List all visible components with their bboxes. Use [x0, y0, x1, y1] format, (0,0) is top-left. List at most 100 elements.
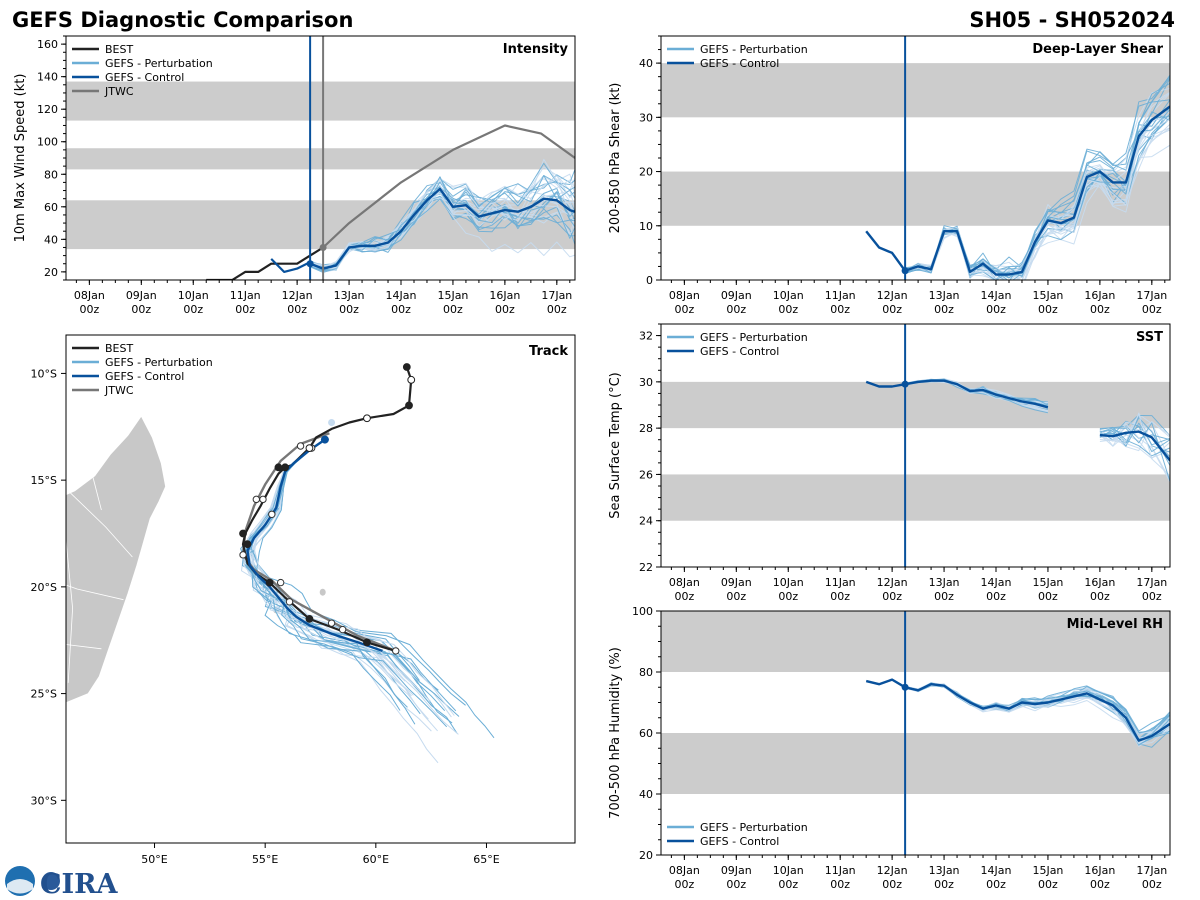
x-tick-day: 15Jan: [1032, 576, 1063, 589]
y-tick-label: 22: [639, 561, 653, 574]
x-tick-hour: 00z: [674, 303, 694, 316]
init-marker: [901, 267, 909, 275]
perturbation-member: [1099, 426, 1170, 457]
chart-rh: 2040608010008Jan00z09Jan00z10Jan00z11Jan…: [608, 605, 1171, 891]
jtwc-forecast-line: [322, 124, 575, 249]
x-tick-day: 15Jan: [437, 289, 468, 302]
best-track-marker: [305, 614, 314, 623]
x-tick-day: 11Jan: [230, 289, 261, 302]
panel-title: Mid-Level RH: [1067, 617, 1163, 632]
lat-tick-label: 30°S: [31, 794, 57, 807]
x-tick-hour: 00z: [339, 303, 359, 316]
legend-label: GEFS - Perturbation: [700, 43, 808, 56]
perturbation-member: [1099, 425, 1170, 453]
lat-tick-label: 10°S: [31, 367, 57, 380]
y-tick-label: 100: [37, 136, 58, 149]
x-tick-day: 11Jan: [825, 864, 856, 877]
y-axis-label: 200-850 hPa Shear (kt): [608, 83, 623, 234]
threshold-band: [661, 611, 1170, 672]
x-tick-hour: 00z: [1090, 303, 1110, 316]
x-tick-hour: 00z: [726, 590, 746, 603]
lon-tick-label: 65°E: [473, 853, 499, 866]
x-tick-hour: 00z: [830, 878, 850, 891]
y-tick-label: 30: [639, 111, 653, 124]
x-tick-hour: 00z: [287, 303, 307, 316]
x-tick-day: 10Jan: [773, 576, 804, 589]
x-tick-day: 11Jan: [825, 289, 856, 302]
x-tick-day: 14Jan: [981, 289, 1012, 302]
x-tick-hour: 00z: [1090, 878, 1110, 891]
x-tick-day: 08Jan: [669, 576, 700, 589]
y-tick-label: 0: [646, 274, 653, 287]
jtwc-track-marker: [239, 551, 247, 559]
best-track-line: [206, 246, 324, 280]
perturbation-track: [250, 439, 495, 739]
threshold-band: [66, 81, 575, 121]
x-tick-day: 08Jan: [669, 864, 700, 877]
jtwc-track-marker: [259, 495, 267, 504]
x-tick-day: 13Jan: [929, 864, 960, 877]
x-tick-day: 12Jan: [877, 864, 908, 877]
x-tick-day: 17Jan: [541, 289, 572, 302]
x-tick-hour: 00z: [1038, 878, 1058, 891]
x-tick-hour: 00z: [882, 878, 902, 891]
x-tick-day: 13Jan: [929, 576, 960, 589]
best-track-marker: [305, 444, 314, 453]
x-tick-hour: 00z: [934, 878, 954, 891]
perturbation-start-marker: [328, 419, 336, 427]
x-tick-day: 13Jan: [334, 289, 365, 302]
plot-frame: [660, 323, 1171, 568]
threshold-band: [661, 474, 1170, 521]
plot-area: [865, 74, 1170, 280]
y-tick-label: 60: [639, 727, 653, 740]
chart-sst: 22242628303208Jan00z09Jan00z10Jan00z11Ja…: [608, 323, 1171, 603]
legend-label: GEFS - Control: [700, 57, 779, 70]
perturbation-member: [1099, 413, 1170, 477]
perturbation-track: [245, 439, 453, 724]
x-tick-day: 12Jan: [877, 289, 908, 302]
x-tick-hour: 00z: [726, 303, 746, 316]
plot-area: [865, 678, 1170, 748]
init-marker: [901, 683, 909, 691]
y-tick-label: 40: [639, 788, 653, 801]
globe-icon: [42, 872, 60, 890]
x-tick-hour: 00z: [79, 303, 99, 316]
legend-label: GEFS - Control: [105, 370, 184, 383]
legend-label: GEFS - Control: [700, 345, 779, 358]
x-tick-hour: 00z: [882, 590, 902, 603]
best-track-marker: [363, 414, 371, 423]
y-tick-label: 140: [37, 71, 58, 84]
legend-label: GEFS - Perturbation: [105, 57, 213, 70]
perturbation-member: [905, 91, 1170, 278]
panel-title: SST: [1136, 330, 1163, 345]
init-marker: [901, 380, 909, 388]
x-tick-day: 14Jan: [386, 289, 417, 302]
control-track-line: [246, 438, 383, 653]
perturbation-member: [1099, 414, 1170, 453]
legend-label: GEFS - Perturbation: [105, 356, 213, 369]
x-tick-hour: 00z: [443, 303, 463, 316]
x-tick-hour: 00z: [830, 590, 850, 603]
x-tick-hour: 00z: [778, 590, 798, 603]
chart-shear: 01020304008Jan00z09Jan00z10Jan00z11Jan00…: [608, 35, 1171, 316]
cira-logo-text: CIRA: [40, 869, 119, 900]
mauritius-island: [319, 588, 326, 596]
x-tick-hour: 00z: [1142, 590, 1162, 603]
x-tick-hour: 00z: [986, 590, 1006, 603]
jtwc-track-line: [241, 432, 397, 653]
lat-tick-label: 15°S: [31, 474, 57, 487]
x-tick-hour: 00z: [547, 303, 567, 316]
best-track-marker: [407, 375, 416, 384]
control-line: [309, 187, 575, 270]
y-tick-label: 28: [639, 422, 653, 435]
panels: 2040608010012014016008Jan00z09Jan00z10Ja…: [13, 35, 1171, 891]
x-tick-hour: 00z: [674, 878, 694, 891]
plot-area: [865, 378, 1170, 483]
x-tick-hour: 00z: [934, 590, 954, 603]
y-axis-label: 10m Max Wind Speed (kt): [13, 74, 28, 243]
x-tick-day: 16Jan: [1084, 576, 1115, 589]
y-tick-label: 40: [639, 57, 653, 70]
best-track-marker: [281, 463, 289, 472]
x-tick-day: 17Jan: [1136, 289, 1167, 302]
